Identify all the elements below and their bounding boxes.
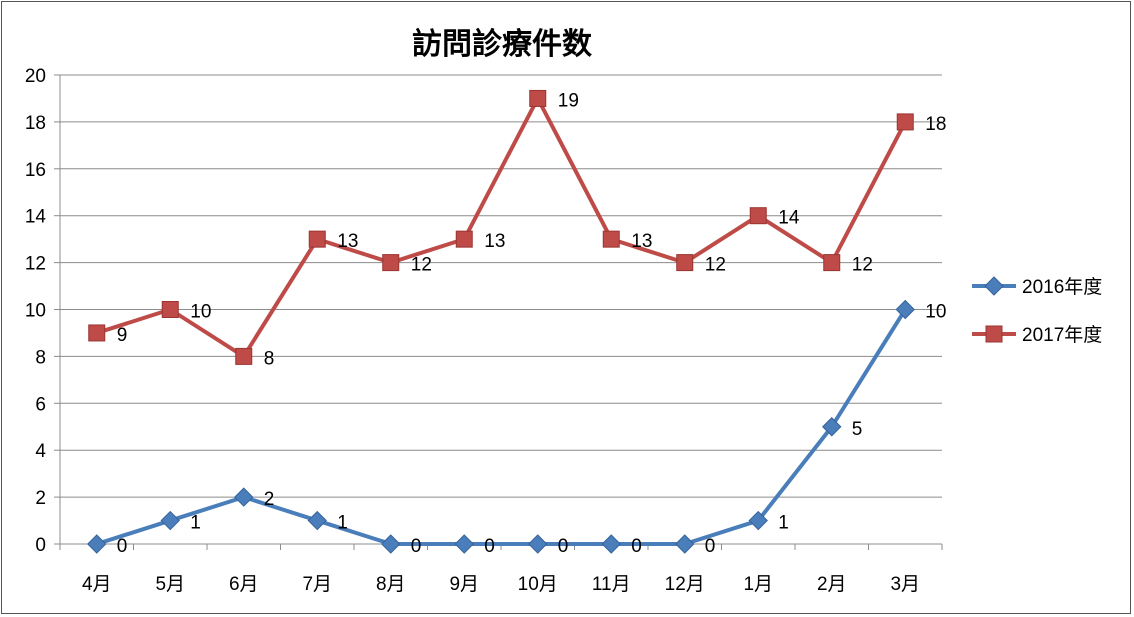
data-point-marker: [308, 230, 326, 248]
x-tick-label: 5月: [155, 574, 185, 595]
data-point-marker: [676, 254, 694, 272]
data-label: 0: [558, 536, 569, 557]
data-point-marker: [455, 230, 473, 248]
x-tick-label: 4月: [82, 574, 112, 595]
data-label: 10: [925, 302, 946, 323]
data-point-marker: [87, 534, 107, 554]
data-label: 1: [778, 513, 789, 534]
y-tick-label: 6: [35, 394, 46, 415]
data-point-marker: [88, 324, 106, 342]
data-point-marker: [748, 510, 768, 531]
legend-swatch-marker: [984, 276, 1004, 296]
data-point-marker: [822, 417, 842, 437]
data-point-marker: [601, 534, 621, 554]
data-label: 1: [190, 513, 201, 534]
series-line: [96, 308, 907, 546]
data-label: 5: [852, 419, 863, 440]
data-label: 1: [337, 513, 348, 534]
y-tick-label: 18: [25, 113, 46, 134]
data-label: 12: [411, 255, 432, 276]
chart-title: 訪問診療件数: [412, 27, 593, 62]
legend-entry-0: 2016年度: [972, 276, 1102, 298]
legend-swatch-marker: [985, 325, 1003, 343]
x-tick-label: 10月: [518, 574, 558, 595]
data-label: 0: [117, 536, 128, 557]
data-point-marker: [528, 534, 548, 554]
data-label: 0: [411, 536, 422, 557]
data-label: 13: [337, 231, 358, 252]
data-point-marker: [454, 534, 474, 554]
data-point-marker: [896, 113, 914, 131]
x-tick-label: 1月: [743, 574, 773, 595]
data-label: 18: [925, 114, 946, 135]
y-tick-label: 2: [35, 488, 46, 509]
data-point-marker: [161, 301, 179, 318]
y-tick-label: 10: [25, 301, 46, 322]
data-point-marker: [234, 487, 254, 507]
data-label: 0: [484, 536, 495, 557]
y-tick-label: 12: [25, 254, 46, 275]
x-tick-label: 8月: [376, 574, 406, 595]
data-label: 13: [484, 231, 505, 252]
legend-entry-1: 2017年度: [972, 324, 1102, 346]
data-label: 12: [705, 255, 726, 276]
data-point-marker: [382, 254, 400, 272]
series-1: 9 10 8 13 12 13 19 13 12 14 12 18: [88, 89, 946, 369]
y-tick-label: 4: [35, 441, 46, 462]
data-point-marker: [749, 207, 767, 225]
data-point-marker: [381, 534, 401, 554]
x-tick-label: 9月: [449, 574, 479, 595]
x-tick-label: 6月: [229, 574, 259, 595]
data-label: 12: [852, 255, 873, 276]
data-label: 10: [190, 302, 211, 323]
data-point-marker: [823, 254, 841, 272]
y-tick-label: 8: [35, 347, 46, 368]
data-label: 14: [778, 208, 800, 229]
data-point-marker: [529, 89, 547, 107]
data-point-marker: [307, 510, 327, 531]
data-label: 19: [558, 90, 579, 111]
data-label: 2: [264, 489, 275, 510]
data-label: 0: [631, 536, 642, 557]
data-point-marker: [602, 230, 620, 248]
data-label: 9: [117, 325, 128, 346]
x-tick-label: 11月: [592, 574, 631, 595]
legend-label: 2016年度: [1022, 276, 1102, 298]
y-tick-label: 16: [25, 160, 46, 181]
x-tick-label: 2月: [817, 574, 847, 595]
data-label: 13: [631, 231, 652, 252]
y-tick-label: 20: [25, 66, 46, 87]
series-line: [96, 96, 908, 359]
data-point-marker: [895, 299, 915, 320]
legend: 2016年度 2017年度: [972, 276, 1102, 346]
y-tick-label: 0: [35, 535, 46, 556]
data-label: 0: [705, 536, 716, 557]
data-point-marker: [235, 347, 253, 365]
data-point-marker: [675, 534, 695, 554]
x-tick-label: 7月: [302, 574, 332, 595]
x-tick-label: 3月: [890, 574, 920, 595]
y-tick-label: 14: [25, 207, 47, 228]
legend-label: 2017年度: [1022, 324, 1102, 346]
x-tick-label: 12月: [665, 574, 705, 595]
data-point-marker: [160, 510, 180, 531]
data-label: 8: [264, 348, 275, 369]
